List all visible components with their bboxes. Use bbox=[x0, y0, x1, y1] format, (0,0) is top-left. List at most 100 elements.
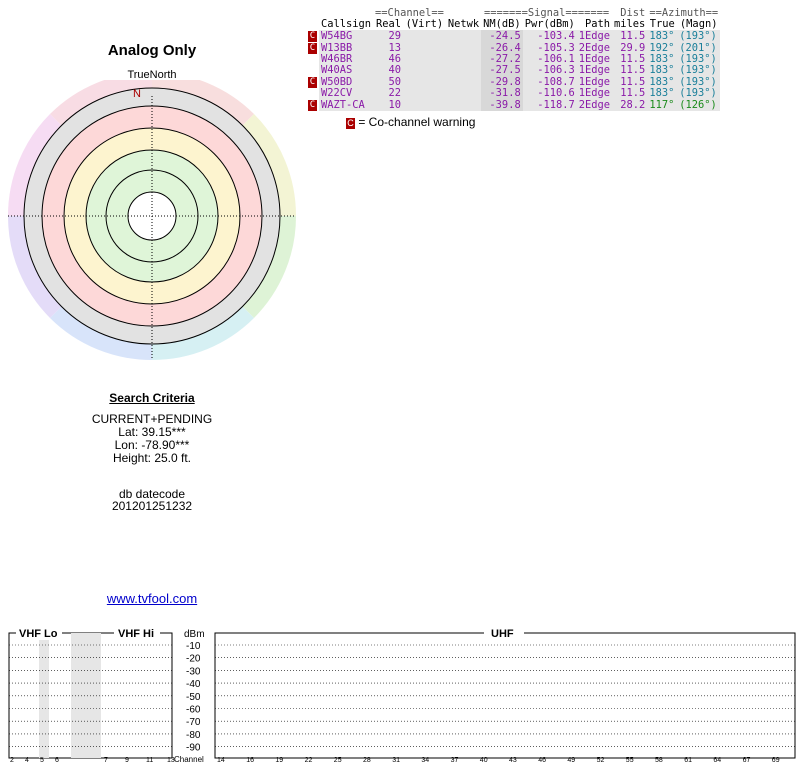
channel-tick-label: 11 bbox=[146, 757, 153, 764]
tvfool-link[interactable]: www.tvfool.com bbox=[106, 591, 198, 606]
real-channel-cell: 22 bbox=[373, 88, 403, 99]
dbm-tick-label: -60 bbox=[186, 705, 201, 716]
col-true: True bbox=[649, 18, 675, 30]
channel-tick-label: 25 bbox=[334, 757, 342, 764]
cochannel-flag: C bbox=[306, 30, 319, 42]
true-azimuth-cell: 192° bbox=[647, 42, 678, 54]
noise-margin-cell: -39.8 bbox=[481, 99, 523, 111]
azimuth-group-header: ==Azimuth== bbox=[649, 7, 719, 19]
distance-cell: 11.5 bbox=[612, 88, 648, 99]
channel-tick-label: 64 bbox=[713, 757, 721, 764]
true-azimuth-cell: 183° bbox=[647, 76, 678, 88]
power-cell: -106.1 bbox=[522, 54, 577, 65]
dbm-tick-label: -20 bbox=[186, 654, 201, 665]
signal-group-header: =======Signal======= bbox=[484, 7, 610, 19]
network-cell bbox=[445, 76, 482, 88]
magnetic-azimuth-cell: (193°) bbox=[677, 88, 721, 99]
noise-margin-cell: -27.5 bbox=[481, 65, 523, 76]
channel-tick-label: 43 bbox=[509, 757, 517, 764]
magnetic-azimuth-cell: (126°) bbox=[677, 99, 721, 111]
real-channel-cell: 29 bbox=[373, 30, 403, 42]
real-channel-cell: 40 bbox=[373, 65, 403, 76]
callsign-cell: W13BB bbox=[319, 42, 374, 54]
search-criteria-heading: Search Criteria bbox=[109, 391, 195, 405]
report-title: Analog Only bbox=[107, 42, 197, 59]
band-label-bg bbox=[114, 628, 160, 640]
power-cell: -118.7 bbox=[522, 99, 577, 111]
callsign-cell: W46BR bbox=[319, 54, 374, 65]
station-row[interactable]: W46BR 46 -27.2 -106.1 1Edge 11.5 183° (193°) bbox=[306, 53, 721, 65]
path-cell: 1Edge bbox=[576, 53, 613, 65]
channel-axis-label: Channel bbox=[174, 755, 204, 764]
dbm-tick-label: -70 bbox=[186, 717, 201, 728]
callsign-cell: W40AS bbox=[319, 65, 374, 76]
col-netwk: Netwk bbox=[447, 18, 480, 30]
station-row[interactable]: C W13BB 13 -26.4 -105.3 2Edge 29.9 192° (201°) bbox=[306, 41, 721, 54]
cochannel-warning-icon: C bbox=[308, 77, 317, 88]
true-azimuth-cell: 183° bbox=[647, 30, 678, 42]
channel-tick-label: 46 bbox=[538, 757, 546, 764]
network-cell bbox=[445, 42, 482, 54]
station-row[interactable]: C W54BG 29 -24.5 -103.4 1Edge 11.5 183° (193°) bbox=[306, 30, 721, 42]
cochannel-warning-icon: C bbox=[308, 100, 317, 111]
path-cell: 1Edge bbox=[576, 75, 613, 88]
station-row[interactable]: C WAZT-CA 10 -39.8 -118.7 2Edge 28.2 117° (126°) bbox=[306, 98, 721, 111]
true-north-label: TrueNorth bbox=[127, 69, 177, 81]
path-cell: 1Edge bbox=[576, 64, 613, 76]
channel-tick-label: 13 bbox=[167, 757, 175, 764]
channel-tick-label: 69 bbox=[772, 757, 780, 764]
channel-tick-label: 6 bbox=[55, 757, 59, 764]
channel-tick-label: 14 bbox=[217, 757, 225, 764]
dbm-axis-label: dBm bbox=[184, 629, 205, 640]
noise-margin-cell: -27.2 bbox=[481, 54, 523, 65]
station-table: ==Channel== =======Signal======= Dist ==… bbox=[306, 7, 721, 111]
noise-margin-cell: -31.8 bbox=[481, 88, 523, 99]
channel-tick-label: 61 bbox=[684, 757, 692, 764]
channel-tick-label: 34 bbox=[421, 757, 429, 764]
station-row[interactable]: W22CV 22 -31.8 -110.6 1Edge 11.5 183° (193°) bbox=[306, 88, 721, 99]
magnetic-azimuth-cell: (193°) bbox=[677, 30, 721, 42]
cochannel-legend-text: = Co-channel warning bbox=[358, 115, 476, 129]
power-cell: -108.7 bbox=[522, 76, 577, 88]
power-cell: -106.3 bbox=[522, 65, 577, 76]
channel-group-header: ==Channel== bbox=[375, 7, 444, 19]
path-cell: 2Edge bbox=[576, 41, 613, 54]
band-label-bg bbox=[484, 628, 524, 640]
cochannel-flag: C bbox=[306, 76, 319, 88]
channel-tick-labels: 2 4 5 6 7 9 11 13 14 16 19 22 25 28 31 34 37 40 43 46 49 52 55… bbox=[10, 757, 780, 764]
network-cell bbox=[445, 65, 482, 76]
network-cell bbox=[445, 88, 482, 99]
true-azimuth-cell: 183° bbox=[647, 65, 678, 76]
channel-tick-label: 55 bbox=[626, 757, 634, 764]
dist-group-header: Dist bbox=[620, 7, 646, 19]
distance-cell: 29.9 bbox=[612, 42, 648, 54]
dbm-tick-label: -10 bbox=[186, 641, 201, 652]
col-magn: (Magn) bbox=[679, 18, 718, 30]
channel-tick-label: 37 bbox=[451, 757, 459, 764]
col-virt: (Virt) bbox=[405, 18, 444, 30]
col-nm: NM(dB) bbox=[483, 18, 521, 30]
criteria-line: CURRENT+PENDING bbox=[91, 412, 213, 426]
path-cell: 2Edge bbox=[576, 98, 613, 111]
power-cell: -103.4 bbox=[522, 30, 577, 42]
network-cell bbox=[445, 30, 482, 42]
criteria-line: Height: 25.0 ft. bbox=[112, 451, 192, 465]
distance-cell: 11.5 bbox=[612, 30, 648, 42]
station-row[interactable]: W40AS 40 -27.5 -106.3 1Edge 11.5 183° (193°) bbox=[306, 64, 721, 76]
real-channel-cell: 10 bbox=[373, 99, 403, 111]
dbm-tick-label: -90 bbox=[186, 743, 201, 754]
col-real: Real bbox=[375, 18, 401, 30]
callsign-cell: WAZT-CA bbox=[319, 99, 374, 111]
power-cell: -105.3 bbox=[522, 42, 577, 54]
col-callsign: Callsign bbox=[321, 18, 372, 30]
real-channel-cell: 46 bbox=[373, 54, 403, 65]
cochannel-flag: C bbox=[306, 99, 319, 111]
polar-plot: N bbox=[7, 80, 297, 361]
channel-tick-label: 49 bbox=[567, 757, 575, 764]
magnetic-azimuth-cell: (193°) bbox=[677, 54, 721, 65]
virtual-channel-cell bbox=[403, 88, 446, 99]
network-cell bbox=[445, 54, 482, 65]
band-label-bg bbox=[16, 628, 62, 640]
station-row[interactable]: C W50BD 50 -29.8 -108.7 1Edge 11.5 183° (193°) bbox=[306, 75, 721, 88]
distance-cell: 11.5 bbox=[612, 65, 648, 76]
